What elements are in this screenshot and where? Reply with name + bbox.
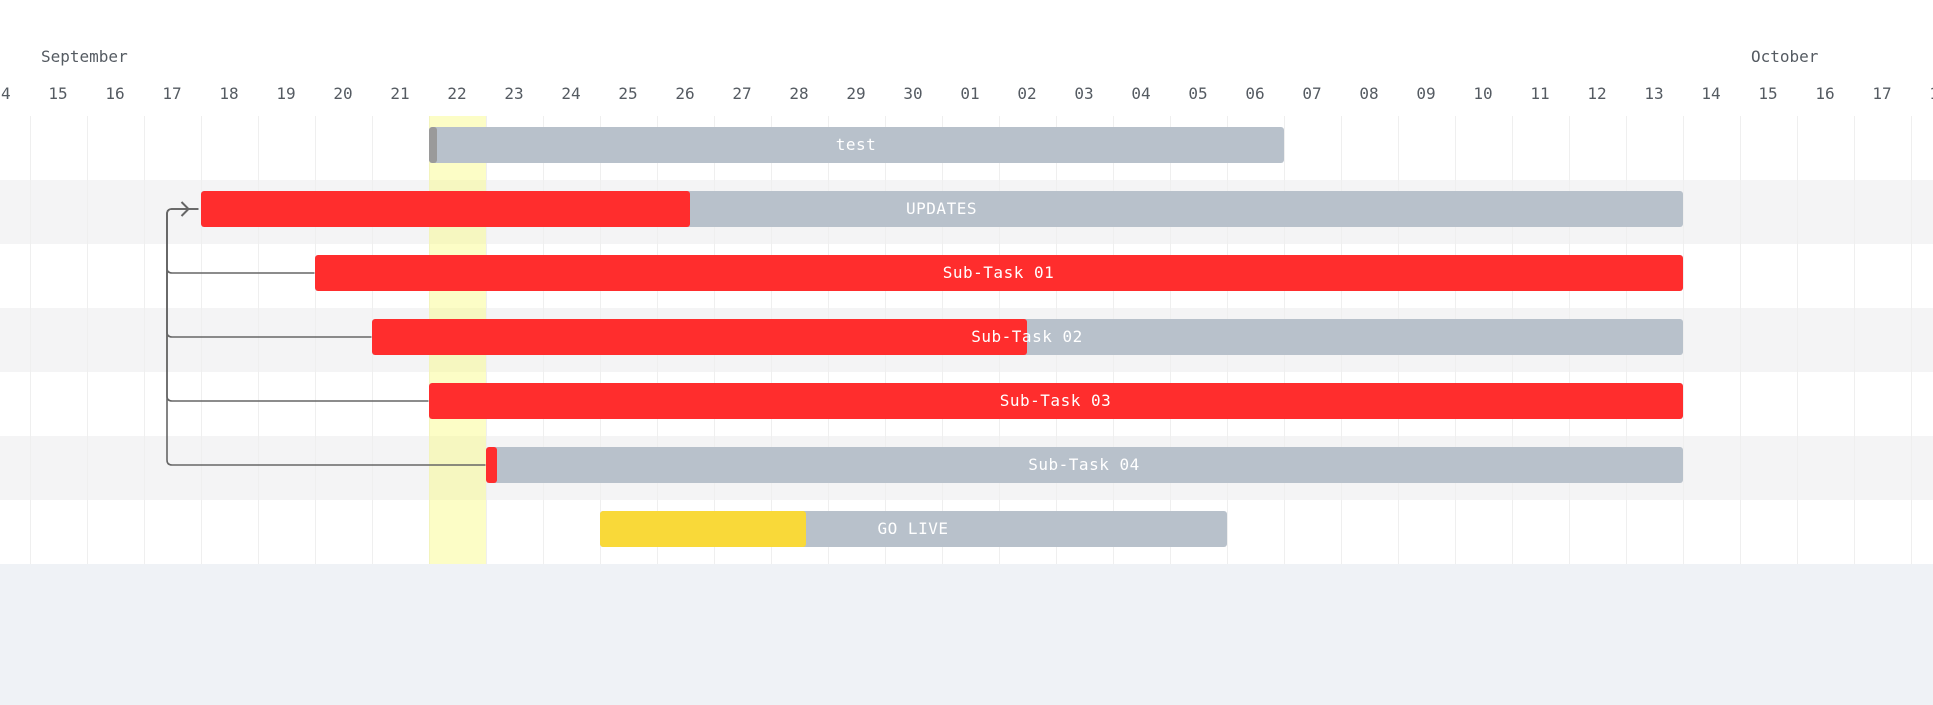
day-label: 30 xyxy=(903,84,923,103)
task-bar-updates[interactable]: UPDATES xyxy=(200,191,1683,227)
arrow-head-icon xyxy=(180,201,190,217)
day-label: 09 xyxy=(1416,84,1436,103)
grid-line xyxy=(1683,116,1684,564)
task-label: Sub-Task 04 xyxy=(1028,455,1140,474)
day-label: 26 xyxy=(675,84,695,103)
task-progress-fill xyxy=(314,255,1683,291)
task-progress-fill xyxy=(485,447,498,483)
day-label: 18 xyxy=(219,84,239,103)
month-label: October xyxy=(1751,47,1819,66)
day-label: 06 xyxy=(1245,84,1265,103)
task-progress-fill xyxy=(599,511,807,547)
day-label: 10 xyxy=(1473,84,1493,103)
grid-line xyxy=(87,116,88,564)
task-bar-subtask-03[interactable]: Sub-Task 03 xyxy=(428,383,1683,419)
grid-line xyxy=(1911,116,1912,564)
day-label: 27 xyxy=(732,84,752,103)
day-label: 16 xyxy=(105,84,125,103)
day-label: 24 xyxy=(561,84,581,103)
grid-line xyxy=(258,116,259,564)
day-label: 01 xyxy=(960,84,980,103)
task-progress-fill xyxy=(428,383,1683,419)
day-label: 05 xyxy=(1188,84,1208,103)
day-label: 22 xyxy=(447,84,467,103)
task-label: Sub-Task 02 xyxy=(971,327,1083,346)
task-label: test xyxy=(835,135,877,154)
day-label: 19 xyxy=(276,84,296,103)
day-label: 21 xyxy=(390,84,410,103)
dependency-arrow xyxy=(166,208,486,466)
task-bar-test[interactable]: test xyxy=(428,127,1284,163)
day-label: 25 xyxy=(618,84,638,103)
day-label: 18 xyxy=(1911,84,1933,103)
day-label: 20 xyxy=(333,84,353,103)
month-label: September xyxy=(41,47,128,66)
task-bar-subtask-02[interactable]: Sub-Task 02 xyxy=(371,319,1683,355)
day-label: 02 xyxy=(1017,84,1037,103)
grid-line xyxy=(201,116,202,564)
day-label: 17 xyxy=(1872,84,1892,103)
task-label: Sub-Task 03 xyxy=(999,391,1112,410)
day-label: 28 xyxy=(789,84,809,103)
dependency-arrow xyxy=(166,208,429,402)
day-label: 14 xyxy=(1701,84,1721,103)
day-label: 13 xyxy=(1644,84,1664,103)
grid-line xyxy=(1797,116,1798,564)
grid-line xyxy=(1740,116,1741,564)
day-label: 23 xyxy=(504,84,524,103)
timeline-header: September October 14 15 16 17 18 19 20 21 22 23 24 2… xyxy=(0,0,1933,118)
grid-line xyxy=(315,116,316,564)
day-label: 08 xyxy=(1359,84,1379,103)
day-label: 15 xyxy=(1758,84,1778,103)
task-progress-fill xyxy=(428,127,438,163)
task-progress-fill xyxy=(200,191,690,227)
grid-line xyxy=(30,116,31,564)
task-label: GO LIVE xyxy=(877,519,949,538)
grid-line xyxy=(144,116,145,564)
day-label: 07 xyxy=(1302,84,1322,103)
task-bar-subtask-01[interactable]: Sub-Task 01 xyxy=(314,255,1683,291)
task-bar-go-live[interactable]: GO LIVE xyxy=(599,511,1227,547)
grid-line xyxy=(1854,116,1855,564)
day-label: 04 xyxy=(1131,84,1151,103)
day-label: 12 xyxy=(1587,84,1607,103)
task-bar-subtask-04[interactable]: Sub-Task 04 xyxy=(485,447,1683,483)
day-label: 03 xyxy=(1074,84,1094,103)
task-label: UPDATES xyxy=(906,199,977,218)
day-label: 17 xyxy=(162,84,182,103)
day-label: 29 xyxy=(846,84,866,103)
task-label: Sub-Task 01 xyxy=(942,263,1055,282)
day-label: 16 xyxy=(1815,84,1835,103)
day-label: 15 xyxy=(48,84,68,103)
task-progress-fill xyxy=(371,319,1027,355)
day-label: 11 xyxy=(1530,84,1550,103)
day-label: 14 xyxy=(0,84,11,103)
